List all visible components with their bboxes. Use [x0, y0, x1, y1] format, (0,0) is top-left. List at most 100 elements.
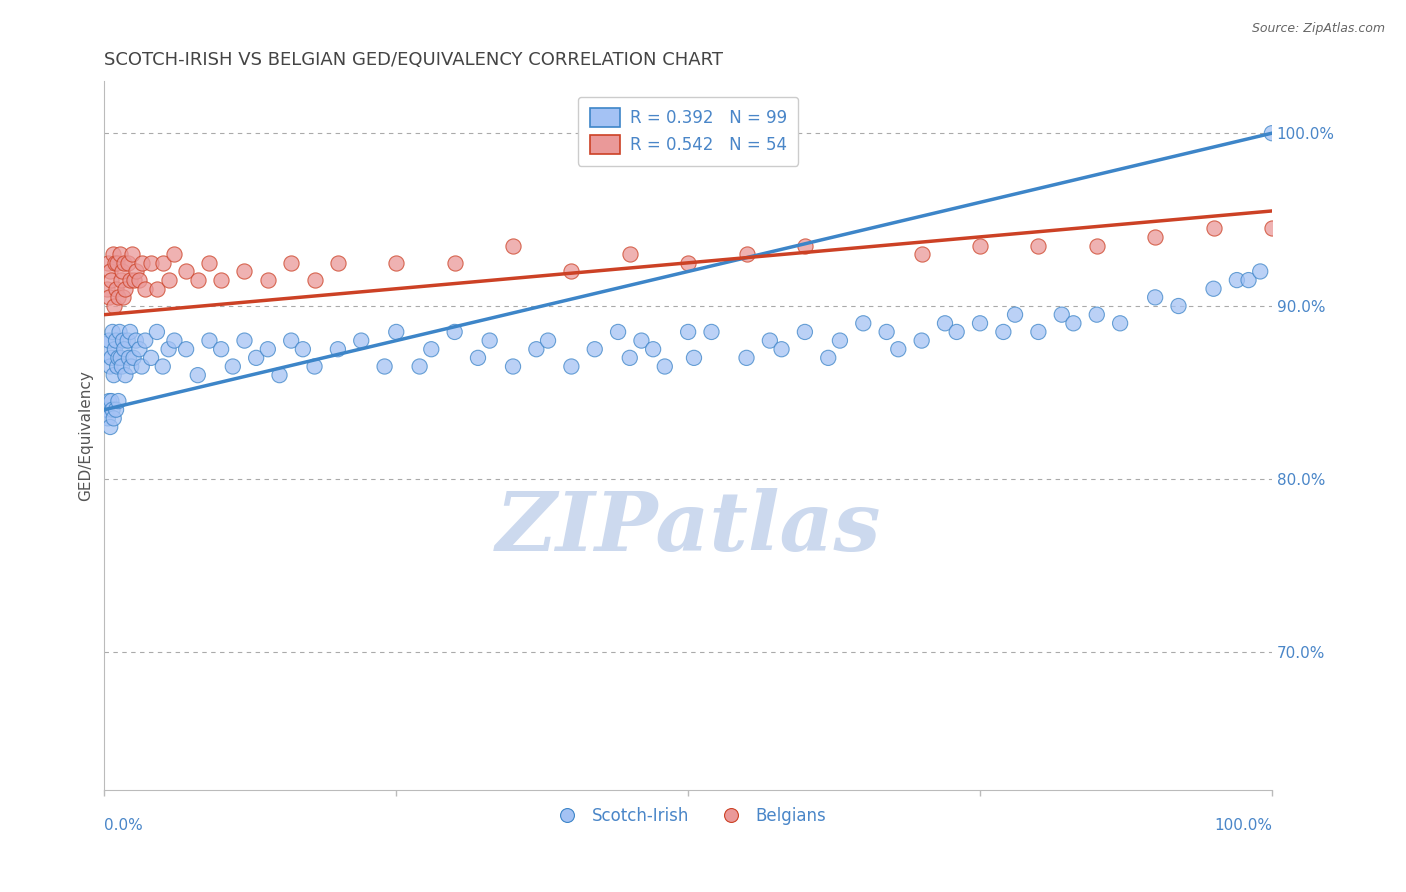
Point [112, 256, 135, 270]
Point [98, 264, 121, 278]
Point [120, 273, 142, 287]
Point [111, 359, 134, 374]
Point [105, 402, 128, 417]
Point [269, 368, 291, 383]
Legend: Scotch-Irish, Belgians: Scotch-Irish, Belgians [543, 800, 832, 831]
Text: 100.0%: 100.0% [1213, 818, 1272, 833]
Point [222, 359, 245, 374]
Point [157, 343, 180, 357]
Point [98, 290, 121, 304]
Point [1202, 282, 1225, 296]
Text: Source: ZipAtlas.com: Source: ZipAtlas.com [1251, 22, 1385, 36]
Point [759, 334, 782, 348]
Point [105, 256, 128, 270]
Point [934, 316, 956, 330]
Point [304, 359, 326, 374]
Point [969, 316, 991, 330]
Point [96, 282, 118, 296]
Point [676, 325, 699, 339]
Point [560, 359, 582, 374]
Point [209, 343, 232, 357]
Point [1226, 273, 1249, 287]
Point [117, 334, 139, 348]
Point [233, 264, 256, 278]
Point [98, 420, 121, 434]
Point [443, 325, 465, 339]
Point [643, 343, 665, 357]
Text: 0.0%: 0.0% [104, 818, 143, 833]
Point [619, 351, 641, 365]
Point [108, 247, 131, 261]
Point [256, 343, 278, 357]
Point [174, 264, 197, 278]
Point [1004, 308, 1026, 322]
Point [114, 282, 136, 296]
Point [128, 343, 150, 357]
Point [291, 343, 314, 357]
Point [112, 343, 135, 357]
Point [110, 273, 132, 287]
Point [105, 359, 128, 374]
Point [770, 343, 793, 357]
Point [326, 343, 349, 357]
Text: SCOTCH-IRISH VS BELGIAN GED/EQUIVALENCY CORRELATION CHART: SCOTCH-IRISH VS BELGIAN GED/EQUIVALENCY … [104, 51, 723, 69]
Point [108, 325, 131, 339]
Point [209, 273, 232, 287]
Point [1261, 221, 1284, 235]
Point [187, 368, 209, 383]
Point [117, 256, 139, 270]
Point [139, 256, 162, 270]
Point [1167, 299, 1189, 313]
Point [187, 273, 209, 287]
Point [607, 325, 630, 339]
Point [911, 334, 934, 348]
Point [1050, 308, 1073, 322]
Point [112, 334, 135, 348]
Point [887, 343, 910, 357]
Point [256, 273, 278, 287]
Point [111, 264, 134, 278]
Point [1085, 238, 1108, 252]
Point [104, 256, 127, 270]
Point [478, 334, 501, 348]
Point [502, 238, 524, 252]
Point [139, 351, 162, 365]
Point [103, 411, 125, 425]
Point [304, 273, 326, 287]
Point [852, 316, 875, 330]
Point [735, 247, 758, 261]
Point [157, 273, 180, 287]
Point [502, 359, 524, 374]
Point [100, 394, 122, 409]
Point [583, 343, 606, 357]
Point [107, 394, 129, 409]
Point [98, 334, 121, 348]
Point [101, 325, 124, 339]
Point [1028, 325, 1050, 339]
Point [676, 256, 699, 270]
Point [98, 394, 121, 409]
Point [524, 343, 547, 357]
Point [128, 273, 150, 287]
Point [146, 282, 169, 296]
Point [120, 325, 142, 339]
Point [107, 351, 129, 365]
Point [350, 334, 373, 348]
Point [735, 351, 758, 365]
Point [104, 343, 127, 357]
Point [103, 299, 125, 313]
Point [700, 325, 723, 339]
Point [105, 282, 128, 296]
Point [152, 359, 174, 374]
Point [163, 334, 186, 348]
Point [1261, 126, 1284, 140]
Point [152, 256, 174, 270]
Point [1085, 308, 1108, 322]
Point [1109, 316, 1132, 330]
Point [467, 351, 489, 365]
Point [619, 247, 641, 261]
Point [122, 273, 145, 287]
Point [122, 351, 145, 365]
Point [110, 351, 132, 365]
Point [100, 273, 122, 287]
